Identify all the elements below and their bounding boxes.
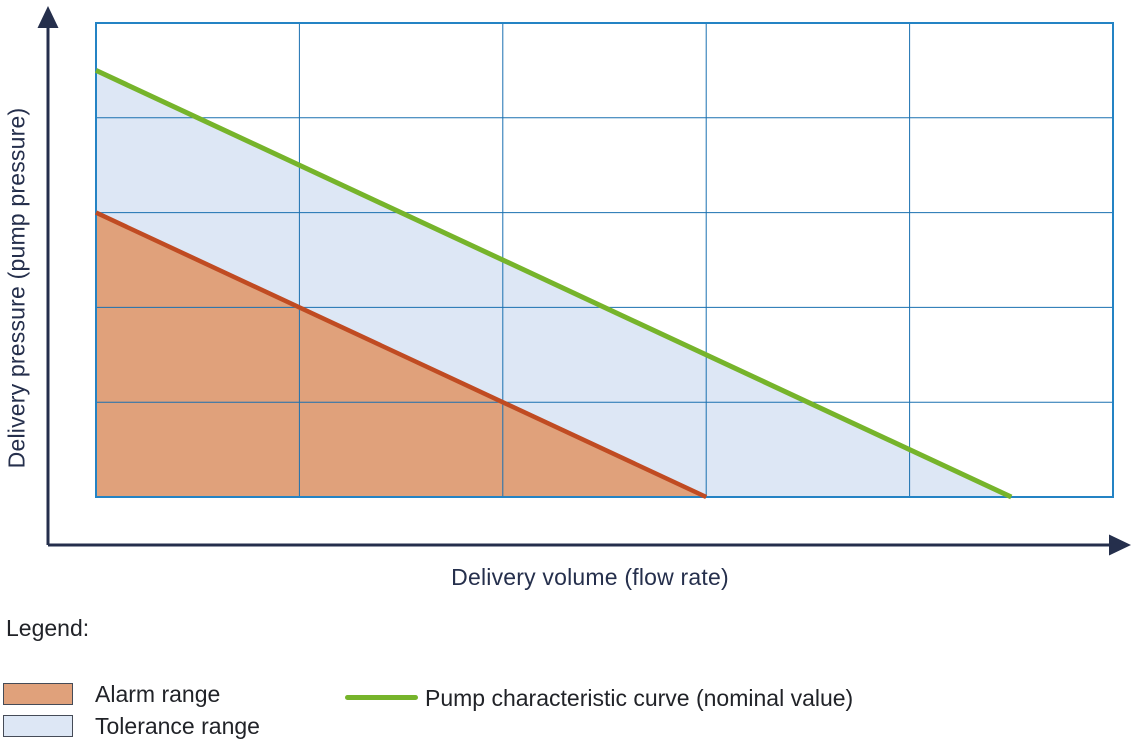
pump-curve-chart xyxy=(37,6,1131,556)
x-axis-label: Delivery volume (flow rate) xyxy=(451,564,729,590)
x-axis-arrowhead xyxy=(1109,534,1131,556)
alarm-range-swatch xyxy=(3,683,73,705)
series-pump-line xyxy=(94,68,1013,500)
pump-curve-label: Pump characteristic curve (nominal value… xyxy=(425,685,854,711)
alarm-range-label: Alarm range xyxy=(95,681,221,707)
legend-title: Legend: xyxy=(6,615,90,641)
pump-curve-line-swatch xyxy=(345,695,418,700)
tolerance-range-swatch xyxy=(3,715,73,737)
tolerance-range-label: Tolerance range xyxy=(95,713,260,739)
plot-border xyxy=(95,22,1114,498)
y-axis-arrowhead xyxy=(37,6,59,28)
series-alarm-line xyxy=(95,210,708,500)
